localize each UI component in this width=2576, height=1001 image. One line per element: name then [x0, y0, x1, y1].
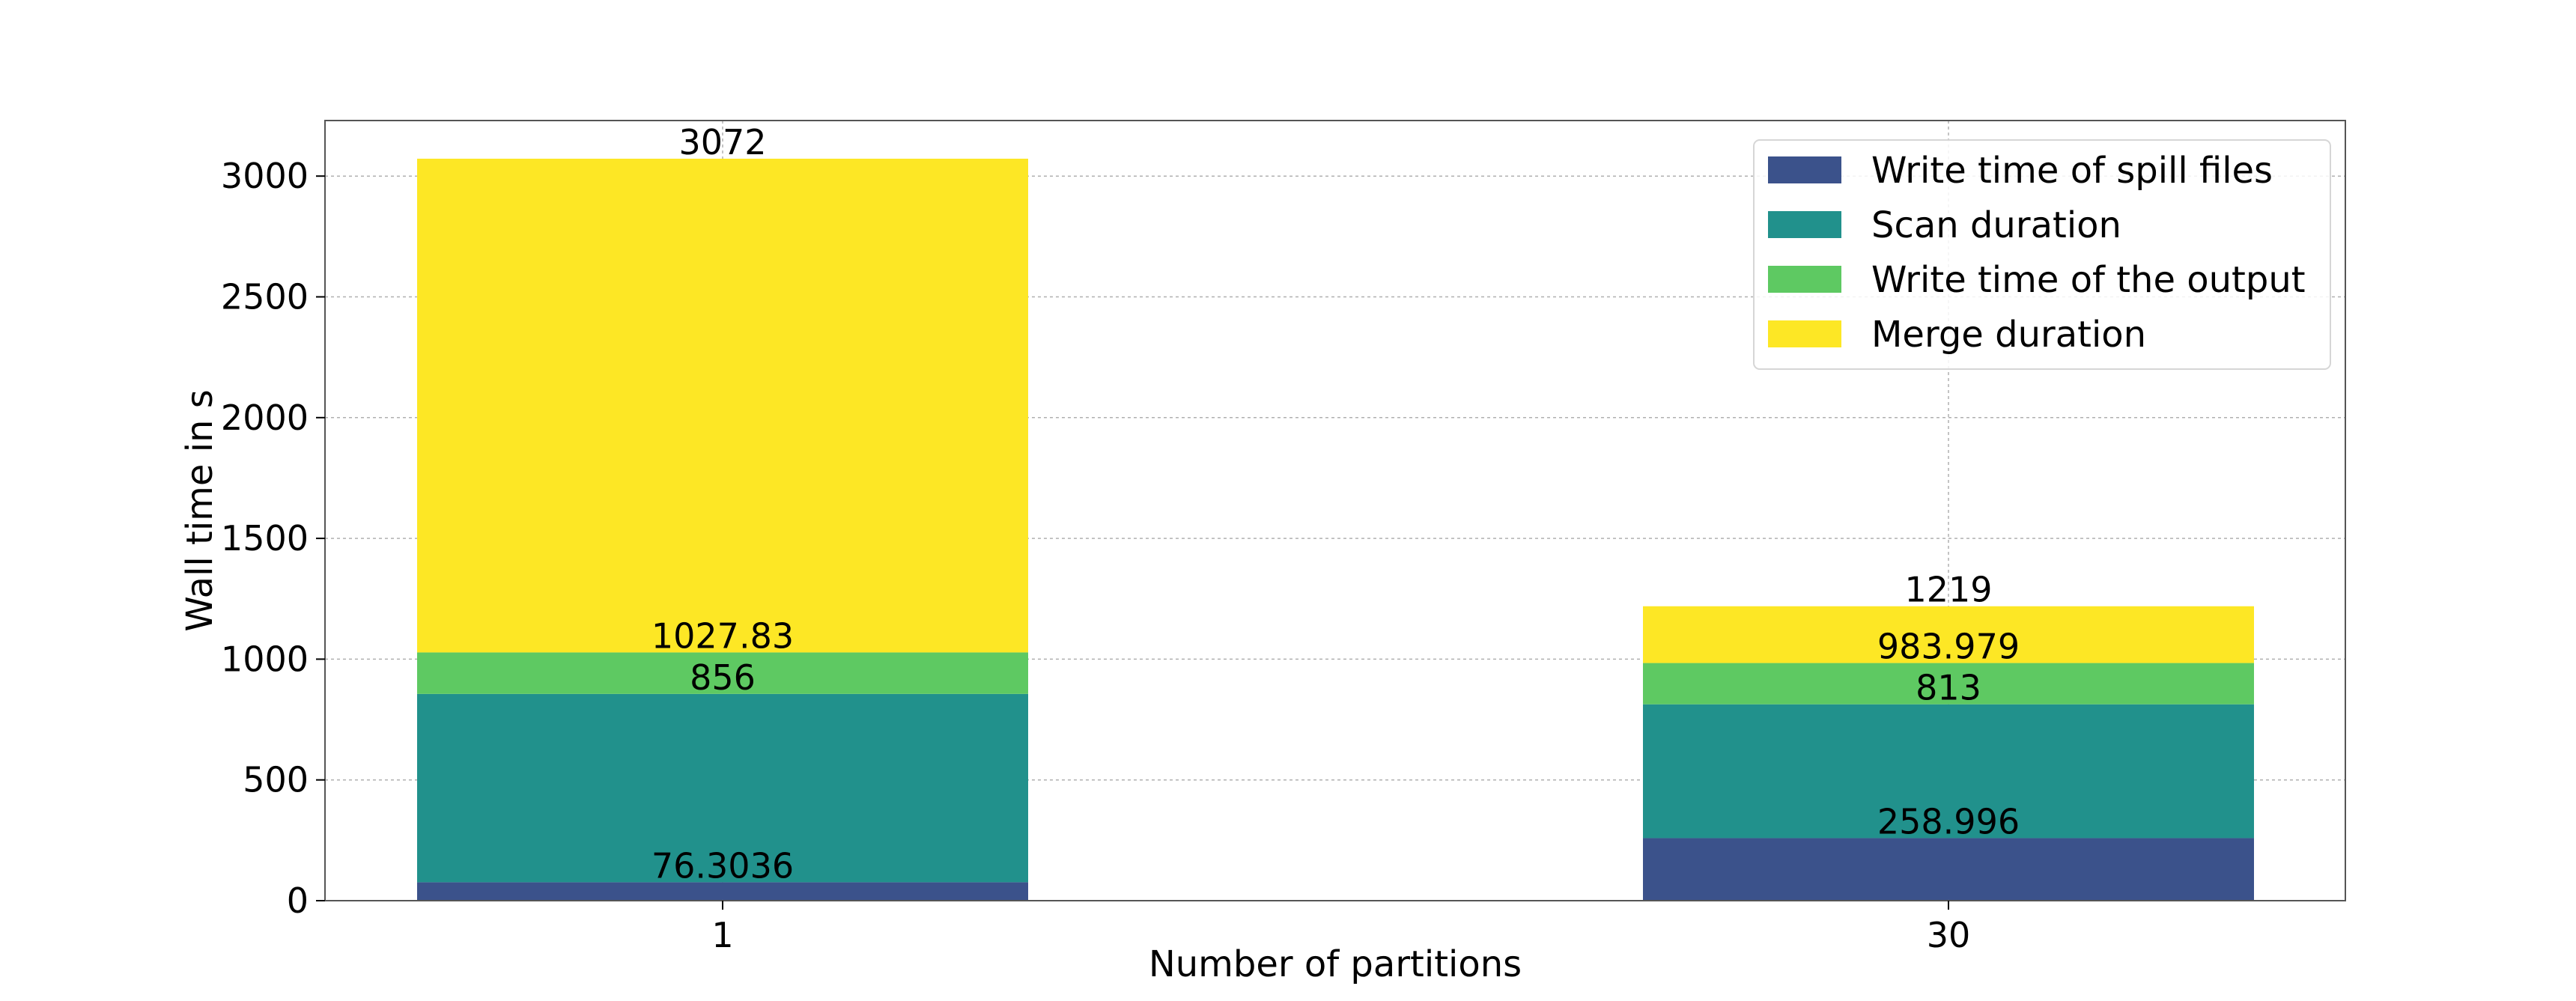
- data-label: 3072: [678, 122, 766, 162]
- plot-area-frame: [324, 120, 2346, 901]
- legend: Write time of spill files Scan duration Wr…: [1753, 139, 2331, 370]
- y-tick-label: 500: [243, 760, 309, 800]
- legend-swatch: [1768, 320, 1841, 347]
- data-label: 983.979: [1877, 627, 2020, 667]
- legend-swatch: [1768, 266, 1841, 293]
- data-label: 813: [1916, 668, 1981, 708]
- legend-label: Write time of spill files: [1871, 150, 2273, 192]
- x-axis-ticks: 1 30: [711, 901, 1970, 955]
- bar-segment: [417, 158, 1028, 653]
- data-label: 1219: [1904, 570, 1992, 610]
- bar-segment: [1643, 704, 2254, 839]
- y-axis-ticks: 0 500 1000 1500 2000 2500 3000: [221, 156, 325, 921]
- y-tick-label: 0: [287, 880, 309, 921]
- bar-stacks: [417, 158, 2254, 901]
- data-label: 258.996: [1877, 801, 2020, 842]
- legend-label: Scan duration: [1871, 204, 2121, 246]
- x-axis-label: Number of partitions: [1149, 943, 1522, 985]
- legend-items: Write time of spill files Scan duration Wr…: [1768, 150, 2306, 356]
- data-labels: 76.3036 258.996 856 813 1027.83 983.979 3072 12…: [651, 122, 2020, 886]
- data-label: 1027.83: [651, 615, 794, 656]
- y-tick-label: 1500: [221, 518, 309, 559]
- bar-segment: [417, 882, 1028, 901]
- data-label: 856: [690, 657, 756, 698]
- bar-segment: [1643, 663, 2254, 705]
- y-tick-label: 1000: [221, 639, 309, 679]
- y-tick-label: 3000: [221, 156, 309, 196]
- bar-segment: [417, 652, 1028, 694]
- bar-segment: [1643, 838, 2254, 901]
- y-axis-label: Wall time in s: [179, 389, 221, 631]
- y-tick-label: 2000: [221, 398, 309, 438]
- legend-swatch: [1768, 211, 1841, 238]
- legend-swatch: [1768, 156, 1841, 183]
- x-tick-label: 1: [711, 915, 733, 955]
- legend-label: Merge duration: [1871, 314, 2146, 356]
- bar-segment: [417, 693, 1028, 883]
- y-tick-label: 2500: [221, 276, 309, 317]
- legend-box: [1753, 139, 2331, 370]
- bar-segment: [1643, 606, 2254, 663]
- legend-label: Write time of the output: [1871, 259, 2306, 301]
- data-label: 76.3036: [651, 845, 794, 886]
- x-tick-label: 30: [1927, 915, 1971, 955]
